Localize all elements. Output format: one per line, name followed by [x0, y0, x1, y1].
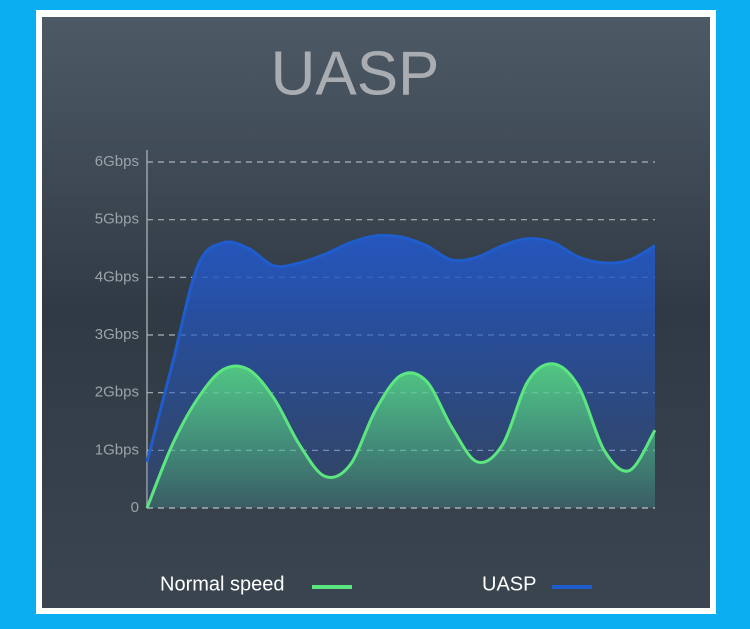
legend-label: UASP	[482, 573, 536, 595]
series-line	[145, 233, 656, 463]
chart-title: UASP	[271, 39, 440, 108]
legend-label: Normal speed	[160, 573, 285, 595]
y-tick-label: 5Gbps	[95, 211, 139, 228]
y-tick-label: 3Gbps	[95, 326, 139, 343]
y-tick-label: 0	[131, 499, 139, 516]
y-tick-label: 1Gbps	[95, 441, 139, 458]
y-tick-label: 6Gbps	[95, 153, 139, 170]
series-line	[145, 362, 657, 509]
y-tick-label: 4Gbps	[95, 268, 139, 285]
y-tick-label: 2Gbps	[95, 384, 139, 401]
